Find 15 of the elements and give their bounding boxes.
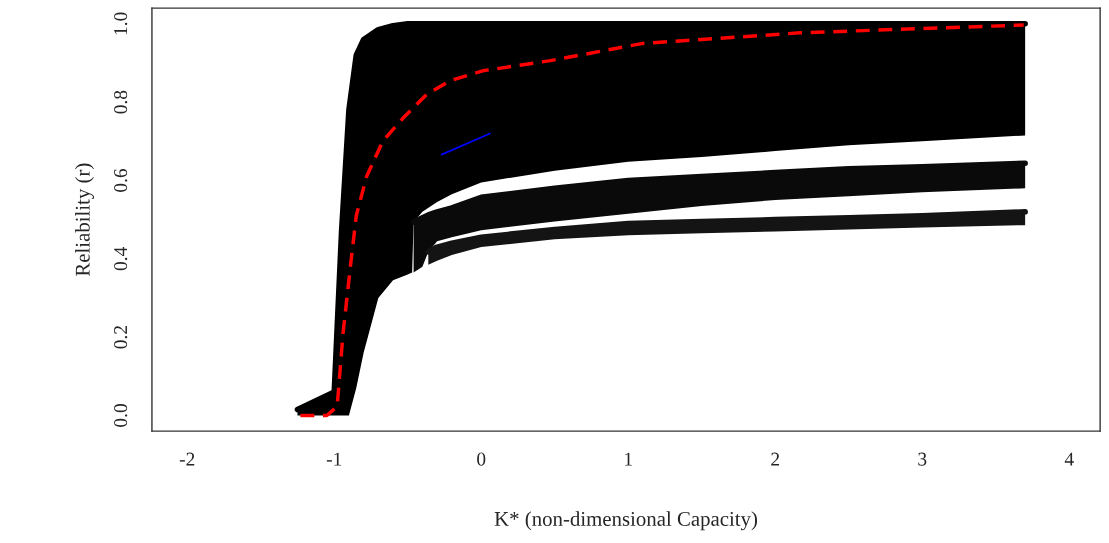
y-tick-label: 0.6 [114, 168, 128, 192]
x-tick-label: 0 [477, 452, 486, 466]
y-axis-title: Reliability (r) [75, 163, 95, 277]
y-tick-label: 0.0 [114, 404, 128, 427]
x-tick-label: 2 [771, 452, 780, 466]
y-tick-label: 0.4 [114, 246, 128, 271]
x-tick-label: -1 [326, 452, 342, 466]
y-tick-label: 0.8 [114, 90, 128, 114]
x-tick-label: -2 [179, 452, 195, 466]
x-tick-label: 3 [918, 452, 927, 466]
y-tick-label: 0.2 [114, 326, 128, 349]
x-tick-label: 4 [1064, 452, 1074, 466]
x-tick-label: 1 [625, 452, 632, 466]
y-tick-label: 1.0 [114, 12, 128, 35]
x-axis-title: K* (non-dimensional Capacity) [494, 511, 758, 531]
